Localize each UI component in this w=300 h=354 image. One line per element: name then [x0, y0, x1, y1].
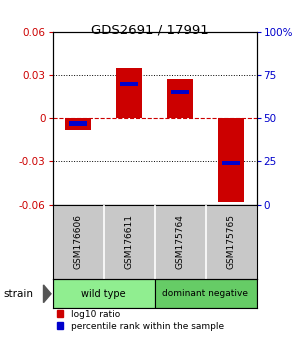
Text: GSM176611: GSM176611 [124, 215, 134, 269]
Bar [116, 68, 142, 118]
Text: wild type: wild type [81, 289, 126, 299]
Text: strain: strain [3, 289, 33, 299]
Bar [120, 81, 138, 86]
Legend: log10 ratio, percentile rank within the sample: log10 ratio, percentile rank within the … [57, 309, 224, 331]
Text: GSM176606: GSM176606 [74, 215, 82, 269]
Bar [52, 279, 154, 308]
Bar [171, 90, 189, 95]
Bar [65, 118, 91, 130]
Text: GDS2691 / 17991: GDS2691 / 17991 [91, 23, 209, 36]
Bar [222, 161, 240, 165]
Text: dominant negative: dominant negative [163, 289, 248, 298]
Bar [154, 279, 256, 308]
Text: GSM175764: GSM175764 [176, 215, 184, 269]
Bar [218, 118, 244, 202]
Bar [167, 79, 193, 118]
Bar [69, 121, 87, 126]
Text: GSM175765: GSM175765 [226, 215, 236, 269]
